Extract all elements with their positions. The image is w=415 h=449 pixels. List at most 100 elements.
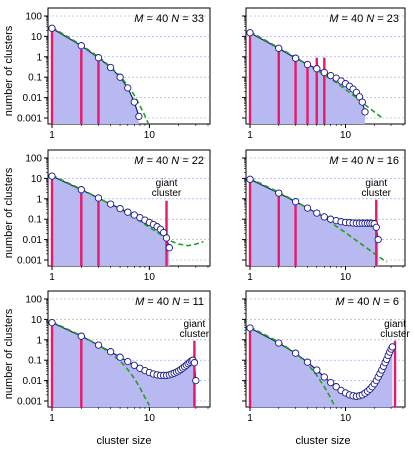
data-point-2 xyxy=(94,54,103,62)
data-point-1 xyxy=(77,42,85,50)
data-point-3 xyxy=(303,204,312,212)
data-point-6 xyxy=(130,361,138,369)
x-tick-label: 1 xyxy=(247,272,253,283)
x-tick-label: 10 xyxy=(144,130,156,141)
x-axis-label-right: cluster size xyxy=(295,435,350,447)
y-tick-label: 0.01 xyxy=(23,93,43,104)
data-point-1 xyxy=(275,44,283,52)
x-tick-label: 1 xyxy=(49,130,55,141)
data-point-4 xyxy=(116,73,124,81)
y-tick-label: 0.1 xyxy=(28,356,42,367)
y-tick-label: 100 xyxy=(25,12,42,23)
data-point-7 xyxy=(135,112,143,121)
y-axis-label-top: number of clusters xyxy=(3,25,15,116)
giant-cluster-label: giant cluster xyxy=(380,319,410,340)
panel-annotation: M = 40 N = 11 xyxy=(135,296,204,308)
panel-annotation: M = 40 N = 22 xyxy=(134,155,204,167)
dashed-curve xyxy=(249,177,388,263)
y-tick-label: 0.01 xyxy=(23,235,43,246)
panel-annotation: M = 40 N = 23 xyxy=(329,13,399,25)
panel-6: 1 10 M = 40 N = 6 giant cluster xyxy=(242,290,410,424)
x-axis-label-left: cluster size xyxy=(96,435,151,447)
area-fill xyxy=(250,179,379,266)
data-point-1 xyxy=(275,189,283,197)
data-point-5 xyxy=(320,373,328,381)
data-point-5 xyxy=(124,357,132,366)
data-point-28 xyxy=(190,359,199,367)
panel-annotation: M = 40 N = 16 xyxy=(329,155,399,167)
y-tick-label: 1 xyxy=(36,335,42,346)
x-tick-label: 10 xyxy=(340,130,352,141)
x-tick-label: 10 xyxy=(144,413,156,424)
panel-3: 0.001 0.01 0.1 1 10 100 1 10 M = 40 N = 22 giant c… xyxy=(17,149,211,283)
y-axis-label-middle: number of clusters xyxy=(3,167,15,258)
panel-annotation: M = 40 N = 33 xyxy=(134,13,204,25)
data-point-14 xyxy=(358,98,366,106)
data-point-1 xyxy=(77,186,85,194)
y-tick-label: 100 xyxy=(25,154,42,165)
data-point-0 xyxy=(246,175,254,183)
x-tick-label: 1 xyxy=(247,413,253,424)
panel-5: 0.001 0.01 0.1 1 10 100 1 10 M = 40 N = 11 giant c… xyxy=(17,290,211,424)
giant-cluster-label: giant cluster xyxy=(362,178,392,199)
data-point-0 xyxy=(48,172,56,180)
data-point-2 xyxy=(94,194,103,202)
y-tick-label: 0.001 xyxy=(17,114,42,125)
x-tick-label: 1 xyxy=(247,130,253,141)
data-point-4 xyxy=(313,209,321,217)
data-point-2 xyxy=(291,198,300,206)
data-point-3 xyxy=(106,348,115,356)
giant-cluster-label: giant cluster xyxy=(180,319,210,340)
y-tick-label: 100 xyxy=(25,295,42,306)
data-point-1 xyxy=(77,332,85,340)
data-point-15 xyxy=(361,108,369,116)
panel-1: 0.001 0.01 0.1 1 10 100 1 10 M = 40 N = 33 xyxy=(17,7,211,141)
x-tick-label: 10 xyxy=(144,272,156,283)
dashed-curve xyxy=(51,26,150,124)
data-point-4 xyxy=(116,353,124,361)
data-point-6 xyxy=(130,98,138,106)
data-point-21 xyxy=(374,235,382,244)
data-point-15 xyxy=(165,244,173,252)
data-point-4 xyxy=(313,366,321,374)
data-point-7 xyxy=(332,383,340,391)
data-point-3 xyxy=(303,60,312,69)
y-tick-label: 0.01 xyxy=(23,376,43,387)
giant-cluster-label: giant cluster xyxy=(152,178,182,199)
y-tick-label: 1 xyxy=(36,194,42,205)
y-axis-label-bottom: number of clusters xyxy=(3,308,15,399)
data-point-2 xyxy=(291,349,300,357)
data-point-5 xyxy=(320,68,328,77)
y-tick-label: 1 xyxy=(36,52,42,63)
x-tick-label: 1 xyxy=(49,272,55,283)
data-point-1 xyxy=(275,339,283,347)
data-point-2 xyxy=(94,341,103,349)
y-tick-label: 0.001 xyxy=(17,397,42,408)
x-tick-label: 10 xyxy=(340,272,352,283)
data-point-2 xyxy=(291,54,300,62)
y-tick-label: 10 xyxy=(31,32,43,43)
x-tick-label: 1 xyxy=(49,413,55,424)
data-point-5 xyxy=(124,208,132,216)
data-point-29 xyxy=(192,376,200,385)
panel-2: 1 10 M = 40 N = 23 xyxy=(242,7,406,141)
dashed-curve xyxy=(249,31,384,120)
data-point-20 xyxy=(372,223,380,231)
x-tick-label: 10 xyxy=(340,413,352,424)
y-tick-label: 0.001 xyxy=(17,256,42,267)
data-point-3 xyxy=(106,200,115,208)
data-point-5 xyxy=(320,213,328,221)
data-point-3 xyxy=(106,63,115,72)
data-point-4 xyxy=(313,65,321,73)
data-point-30 xyxy=(388,343,397,351)
data-point-0 xyxy=(246,324,254,332)
y-tick-label: 0.1 xyxy=(28,215,42,226)
data-point-0 xyxy=(48,24,56,32)
data-point-6 xyxy=(327,378,335,387)
data-point-0 xyxy=(48,318,56,327)
data-point-3 xyxy=(303,358,312,366)
data-point-14 xyxy=(162,234,171,242)
data-point-5 xyxy=(124,84,132,92)
y-tick-label: 10 xyxy=(31,174,43,185)
